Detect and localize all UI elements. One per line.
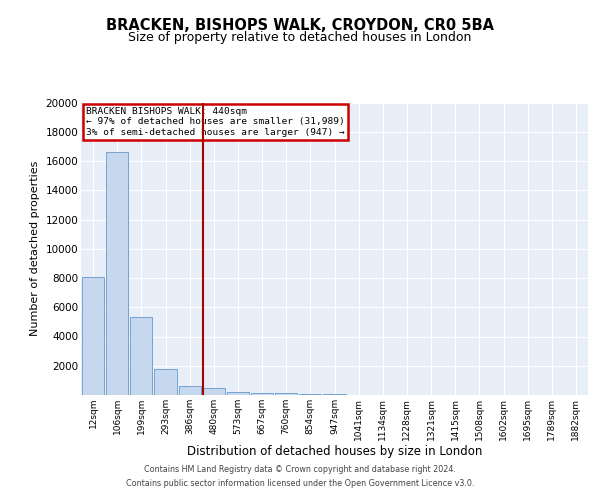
Bar [179,386,201,395]
Bar [299,394,322,395]
Bar [154,368,176,395]
Bar [203,388,225,395]
Y-axis label: Number of detached properties: Number of detached properties [30,161,40,336]
X-axis label: Distribution of detached houses by size in London: Distribution of detached houses by size … [187,446,482,458]
Text: BRACKEN BISHOPS WALK: 440sqm
← 97% of detached houses are smaller (31,989)
3% of: BRACKEN BISHOPS WALK: 440sqm ← 97% of de… [86,107,345,136]
Text: BRACKEN, BISHOPS WALK, CROYDON, CR0 5BA: BRACKEN, BISHOPS WALK, CROYDON, CR0 5BA [106,18,494,32]
Bar [251,392,273,395]
Bar [275,393,298,395]
Text: Size of property relative to detached houses in London: Size of property relative to detached ho… [128,31,472,44]
Bar [227,392,249,395]
Bar [323,394,346,395]
Bar [130,318,152,395]
Bar [106,152,128,395]
Text: Contains HM Land Registry data © Crown copyright and database right 2024.
Contai: Contains HM Land Registry data © Crown c… [126,466,474,487]
Bar [82,276,104,395]
